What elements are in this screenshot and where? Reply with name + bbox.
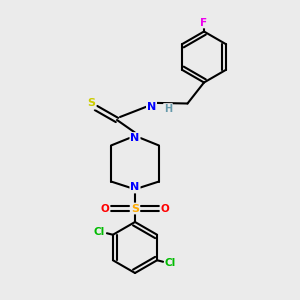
Text: F: F <box>200 17 208 28</box>
Text: O: O <box>160 203 169 214</box>
Text: N: N <box>147 101 156 112</box>
Text: H: H <box>164 104 172 114</box>
Text: S: S <box>88 98 95 109</box>
Text: N: N <box>130 182 140 193</box>
Text: S: S <box>131 203 139 214</box>
Text: N: N <box>130 133 140 143</box>
Text: Cl: Cl <box>94 227 105 237</box>
Text: Cl: Cl <box>165 258 176 268</box>
Text: O: O <box>100 203 109 214</box>
